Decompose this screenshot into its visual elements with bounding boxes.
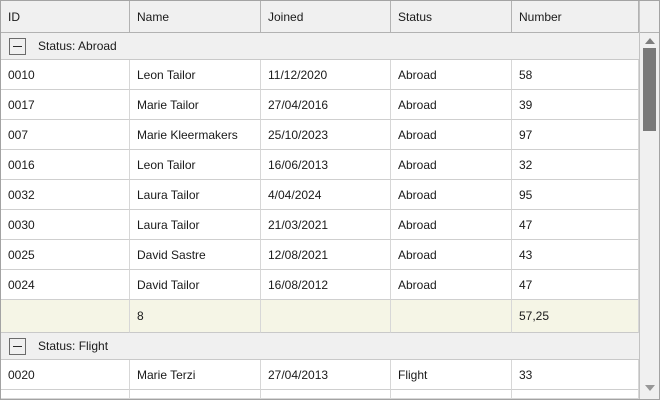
group-label: Status: Abroad [38,39,117,53]
summary-cell [261,300,391,333]
column-header-joined[interactable]: Joined [261,1,391,33]
column-header-id[interactable]: ID [1,1,130,33]
grid-body: Status: Abroad 0010 Leon Tailor 11/12/2020 A… [1,33,659,399]
cell [512,390,639,399]
summary-cell [391,300,512,333]
cell[interactable]: 0024 [1,270,130,300]
cell[interactable]: David Sastre [130,240,261,270]
cell[interactable]: 21/03/2021 [261,210,391,240]
cell[interactable]: Laura Tailor [130,210,261,240]
cell [261,390,391,399]
data-row[interactable]: 0030 Laura Tailor 21/03/2021 Abroad 47 [1,210,639,240]
data-row[interactable]: 0025 David Sastre 12/08/2021 Abroad 43 [1,240,639,270]
cell[interactable]: Abroad [391,60,512,90]
column-header-name[interactable]: Name [130,1,261,33]
cell[interactable]: 25/10/2023 [261,120,391,150]
cell[interactable]: 95 [512,180,639,210]
cell[interactable]: 0017 [1,90,130,120]
cell[interactable]: 97 [512,120,639,150]
summary-cell [1,300,130,333]
summary-cell: 8 [130,300,261,333]
cell[interactable]: 27/04/2016 [261,90,391,120]
cell[interactable]: 47 [512,270,639,300]
group-header-row[interactable]: Status: Abroad [1,33,639,60]
cell[interactable]: Leon Tailor [130,150,261,180]
cell[interactable]: Leon Tailor [130,60,261,90]
cell[interactable]: 11/12/2020 [261,60,391,90]
empty-row [1,390,639,399]
cell[interactable]: 58 [512,60,639,90]
scrollbar-thumb[interactable] [643,48,656,131]
column-header-row: ID Name Joined Status Number [1,1,639,33]
cell[interactable]: 0020 [1,360,130,390]
cell[interactable]: Marie Terzi [130,360,261,390]
column-header-status[interactable]: Status [391,1,512,33]
group-summary-row: 8 57,25 [1,300,639,333]
cell[interactable]: 27/04/2013 [261,360,391,390]
cell[interactable]: 16/08/2012 [261,270,391,300]
collapse-minus-icon[interactable] [9,337,26,355]
vertical-scrollbar[interactable] [639,1,659,399]
cell[interactable]: Abroad [391,180,512,210]
cell[interactable]: Marie Tailor [130,90,261,120]
cell[interactable]: 4/04/2024 [261,180,391,210]
cell[interactable]: David Tailor [130,270,261,300]
data-row[interactable]: 0017 Marie Tailor 27/04/2016 Abroad 39 [1,90,639,120]
cell[interactable]: Flight [391,360,512,390]
cell [130,390,261,399]
scrollbar-header-spacer [640,1,659,33]
summary-cell: 57,25 [512,300,639,333]
cell[interactable]: Abroad [391,270,512,300]
cell[interactable]: Abroad [391,150,512,180]
cell[interactable]: 0030 [1,210,130,240]
cell[interactable]: Abroad [391,210,512,240]
data-row[interactable]: 0010 Leon Tailor 11/12/2020 Abroad 58 [1,60,639,90]
group-label: Status: Flight [38,339,109,353]
cell[interactable]: Abroad [391,120,512,150]
cell[interactable]: Marie Kleermakers [130,120,261,150]
cell[interactable]: 0016 [1,150,130,180]
cell[interactable]: 16/06/2013 [261,150,391,180]
scroll-up-icon[interactable] [644,38,655,44]
cell[interactable]: Abroad [391,90,512,120]
collapse-minus-icon[interactable] [9,37,26,55]
data-row[interactable]: 0020 Marie Terzi 27/04/2013 Flight 33 [1,360,639,390]
data-row[interactable]: 0032 Laura Tailor 4/04/2024 Abroad 95 [1,180,639,210]
cell[interactable]: Laura Tailor [130,180,261,210]
group-header-row[interactable]: Status: Flight [1,333,639,360]
scrollbar-track[interactable] [640,33,659,399]
cell[interactable]: 007 [1,120,130,150]
cell[interactable]: 47 [512,210,639,240]
scroll-down-icon[interactable] [644,385,655,391]
column-header-number[interactable]: Number [512,1,639,33]
cell[interactable]: 32 [512,150,639,180]
cell[interactable]: 12/08/2021 [261,240,391,270]
cell[interactable]: 0032 [1,180,130,210]
cell[interactable]: 33 [512,360,639,390]
data-row[interactable]: 0016 Leon Tailor 16/06/2013 Abroad 32 [1,150,639,180]
cell[interactable]: 43 [512,240,639,270]
cell[interactable]: 0010 [1,60,130,90]
cell [391,390,512,399]
cell[interactable]: 39 [512,90,639,120]
cell[interactable]: 0025 [1,240,130,270]
data-row[interactable]: 0024 David Tailor 16/08/2012 Abroad 47 [1,270,639,300]
cell[interactable]: Abroad [391,240,512,270]
cell [1,390,130,399]
data-row[interactable]: 007 Marie Kleermakers 25/10/2023 Abroad 97 [1,120,639,150]
